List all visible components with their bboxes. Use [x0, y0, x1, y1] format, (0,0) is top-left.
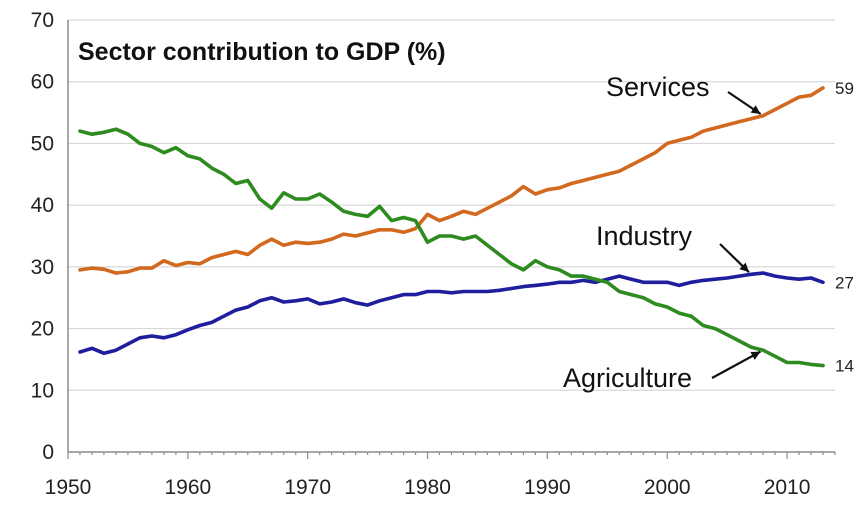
axes: [67, 20, 836, 459]
x-tick-label: 1960: [164, 476, 211, 499]
y-tick-label: 60: [31, 71, 54, 94]
x-tick-label: 2010: [764, 476, 811, 499]
x-tick-label: 1950: [45, 476, 92, 499]
gridlines: [68, 19, 835, 391]
y-tick-label: 70: [31, 9, 54, 32]
agriculture-arrow: [711, 350, 761, 379]
y-tick-label: 30: [31, 256, 54, 279]
y-tick-label: 0: [42, 441, 54, 464]
y-tick-label: 10: [31, 379, 54, 402]
services-arrowhead: [750, 105, 761, 114]
y-tick-labels: 0 10 20 30 40 50 60 70: [31, 9, 54, 464]
agriculture-label: Agriculture: [563, 363, 692, 393]
x-tick-label: 1990: [524, 476, 571, 499]
y-tick-label: 50: [31, 132, 54, 155]
agriculture-line: [78, 127, 825, 368]
agriculture-end-value: 14: [835, 357, 854, 376]
services-end-value: 59: [835, 79, 854, 98]
x-tick-label: 1970: [284, 476, 331, 499]
series-lines: [78, 86, 825, 368]
chart-title: Sector contribution to GDP (%): [78, 38, 446, 66]
y-tick-label: 20: [31, 318, 54, 341]
series-annotations: Services 59 Industry 27 Agriculture 14: [563, 72, 854, 393]
x-tick-labels: 1950 1960 1970 1980 1990 2000 2010: [45, 476, 811, 499]
x-tick-label: 2000: [644, 476, 691, 499]
services-line: [78, 86, 825, 275]
industry-label: Industry: [596, 221, 693, 251]
y-tick-label: 40: [31, 194, 54, 217]
industry-end-value: 27: [835, 273, 854, 292]
industry-line: [78, 271, 825, 356]
agriculture-arrowhead: [750, 351, 761, 360]
services-label: Services: [606, 72, 710, 102]
industry-arrowhead: [739, 262, 749, 273]
x-tick-label: 1980: [404, 476, 451, 499]
